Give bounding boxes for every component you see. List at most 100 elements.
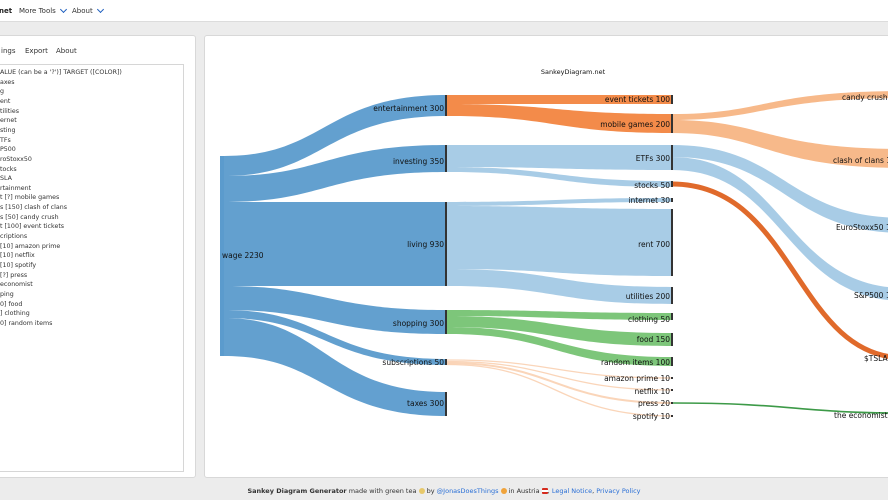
label-clothing: clothing 50 — [628, 315, 670, 324]
node-investing — [445, 145, 447, 172]
node-random-items — [671, 357, 673, 366]
editor-line: ent — [0, 97, 11, 105]
link-shopping-random-items — [447, 327, 672, 366]
node-shopping — [445, 310, 447, 334]
node-subscriptions — [445, 359, 447, 365]
label-event-tickets: event tickets 100 — [605, 95, 670, 104]
label-entertainment: entertainment 300 — [373, 104, 444, 113]
chart-panel: SankeyDiagram.net — [204, 35, 888, 478]
more-tools-menu[interactable]: More Tools — [19, 5, 67, 15]
about-label: About — [72, 7, 93, 15]
label-mobile-games: mobile games 200 — [600, 120, 670, 129]
editor-line: [?] press — [0, 271, 28, 279]
editor-line: sting — [0, 126, 16, 134]
editor-line: SLA — [0, 175, 12, 183]
chevron-down-icon — [96, 5, 104, 14]
austria-flag-icon — [541, 488, 548, 494]
label-shopping: shopping 300 — [393, 319, 444, 328]
footer-made-with: made with green tea — [348, 487, 417, 495]
link-living-internet — [447, 198, 672, 206]
node-taxes — [445, 392, 447, 416]
label-amazon-prime: amazon prime 10 — [604, 374, 670, 383]
editor-line: 0] random items — [0, 319, 53, 327]
link-shopping-clothing — [447, 310, 672, 320]
green-tea-icon — [418, 488, 425, 494]
node-rent — [671, 209, 673, 276]
footer-app-name: Sankey Diagram Generator — [247, 487, 347, 495]
footer-by: by — [426, 487, 435, 495]
editor-line: P500 — [0, 146, 16, 154]
label-rent: rent 700 — [638, 240, 670, 249]
label-the-economist: the economist — [834, 411, 888, 420]
editor-line: [10] spotify — [0, 262, 37, 269]
node-entertainment — [445, 95, 447, 116]
link-press-the-economist — [671, 402, 888, 414]
chevron-down-icon — [59, 5, 67, 14]
node-wage — [220, 156, 224, 356]
label-spotify: spotify 10 — [633, 412, 670, 421]
footer-in-austria: in Austria — [508, 487, 540, 495]
editor-line: 0] food — [0, 300, 23, 308]
node-amazon-prime — [671, 377, 673, 379]
tab-settings[interactable]: ings — [1, 47, 16, 55]
editor-line: axes — [0, 78, 15, 86]
node-food — [671, 333, 673, 346]
label-taxes: taxes 300 — [407, 399, 444, 408]
privacy-policy-link[interactable]: Privacy Policy — [596, 487, 641, 495]
editor-line: roStoxx50 — [0, 155, 32, 163]
label-random-items: random items 100 — [601, 358, 670, 367]
link-entertainment-event-tickets — [447, 95, 672, 104]
node-press — [671, 402, 673, 404]
more-tools-label: More Tools — [19, 7, 56, 15]
label-investing: investing 350 — [393, 157, 444, 166]
link-wage-taxes — [224, 318, 447, 416]
link-entertainment-mobile-games — [447, 104, 672, 133]
link-subscriptions-press — [446, 362, 673, 404]
link-subscriptions-amazon-prime — [446, 359, 673, 379]
link-stocks-tsla — [671, 181, 888, 359]
legal-notice-link[interactable]: Legal Notice — [551, 487, 593, 495]
label-netflix: netflix 10 — [635, 387, 671, 396]
link-mobile-games-candy-crush — [672, 91, 888, 120]
diagram-code-editor[interactable]: ALUE (can be a '?')] TARGET ([COLOR]) axe… — [0, 64, 184, 472]
brand-logo[interactable]: net — [0, 7, 13, 15]
link-investing-stocks — [447, 167, 672, 187]
footer: Sankey Diagram Generator made with green… — [247, 487, 641, 495]
link-living-utilities — [447, 269, 672, 304]
tab-about[interactable]: About — [56, 47, 77, 55]
label-etfs: ETFs 300 — [636, 154, 670, 163]
link-wage-living — [224, 202, 447, 286]
label-press: press 20 — [638, 399, 670, 408]
node-internet — [671, 198, 673, 202]
node-netflix — [671, 389, 673, 391]
node-clothing — [671, 313, 673, 320]
node-etfs — [671, 145, 673, 170]
editor-line: t [?] mobile games — [0, 194, 60, 202]
label-clash-of-clans: clash of clans 15 — [833, 156, 888, 165]
link-wage-subscriptions — [224, 310, 447, 365]
face-icon — [500, 488, 507, 494]
node-living — [445, 202, 447, 286]
link-wage-entertainment — [224, 95, 447, 176]
link-investing-etfs — [447, 145, 672, 170]
link-wage-investing — [224, 145, 447, 202]
about-menu[interactable]: About — [72, 5, 104, 15]
editor-line: TFs — [0, 136, 11, 144]
link-subscriptions-netflix — [446, 360, 673, 391]
tab-export[interactable]: Export — [25, 47, 48, 55]
editor-line: [10] netflix — [0, 252, 35, 260]
node-utilities — [671, 287, 673, 304]
node-spotify — [671, 415, 673, 417]
editor-line: s [50] candy crush — [0, 213, 59, 221]
top-navbar: net More Tools About — [0, 0, 888, 22]
author-link[interactable]: @JonasDoesThings — [436, 487, 499, 495]
link-etfs-eurostoxx50 — [672, 145, 888, 233]
label-living: living 930 — [407, 240, 444, 249]
label-wage: wage 2230 — [222, 251, 264, 260]
editor-panel: ings Export About ALUE (can be a '?')] T… — [0, 35, 196, 478]
label-food: food 150 — [637, 335, 671, 344]
editor-line: ALUE (can be a '?')] TARGET ([COLOR]) — [0, 69, 122, 76]
link-mobile-games-clash-of-clans — [672, 120, 888, 168]
editor-line: tocks — [0, 165, 17, 173]
sankey-diagram: SankeyDiagram.net — [220, 68, 888, 421]
